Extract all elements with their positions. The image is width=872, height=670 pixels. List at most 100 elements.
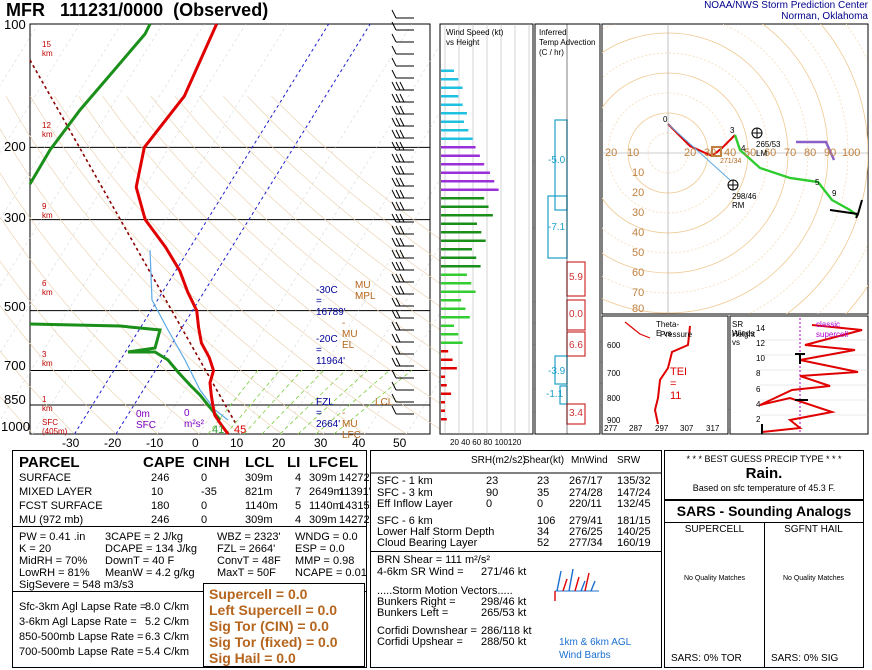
- tt-m10: -10: [146, 436, 164, 450]
- wind-speed-bar: [441, 214, 493, 217]
- barb-flag: [395, 297, 401, 307]
- parcel-cell: 11391': [339, 486, 371, 498]
- barb-flag: [391, 9, 397, 19]
- barb-flag: [399, 153, 405, 163]
- barb-flag: [395, 225, 401, 235]
- corfidi-up-value: 288/50 kt: [481, 636, 527, 648]
- isotherm-m20: [115, 23, 371, 435]
- barb-flag: [395, 189, 401, 199]
- h-sfc: SFC (405m): [42, 418, 68, 436]
- isotherm-m30: [74, 23, 330, 435]
- barb-flag: [395, 141, 401, 151]
- kin-cell: 274/28: [569, 487, 603, 499]
- wind-barb: [391, 213, 414, 223]
- kin-cell: 181/15: [617, 515, 651, 527]
- hodo-x-r100: 100: [842, 147, 861, 159]
- barb-flag: [391, 57, 397, 67]
- thermo-value: MMP = 0.98: [295, 555, 355, 567]
- srw-frame: [729, 315, 869, 435]
- barb-flag: [395, 105, 401, 115]
- isotherm: [0, 23, 122, 220]
- severe-index: Sig Tor (CIN) = 0.0: [209, 618, 329, 634]
- kin-cell: 34: [537, 526, 550, 538]
- isotherm: [157, 23, 412, 435]
- bunkers-left-label: Bunkers Left =: [377, 607, 449, 619]
- barb-flag: [395, 273, 401, 283]
- agency-line1: NOAA/NWS Storm Prediction Center: [704, 0, 868, 11]
- hodo-x-r30: 30: [704, 147, 717, 159]
- kin-cell: 23: [486, 475, 499, 487]
- thermo-value: WBZ = 2323': [217, 531, 281, 543]
- parcel-cell: FCST SURFACE: [19, 500, 103, 512]
- kin-cell: 220/11: [569, 498, 602, 510]
- barb-flag: [399, 141, 405, 151]
- tt-m20: -20: [104, 436, 122, 450]
- lapse-value: 5.4 C/km: [145, 646, 190, 658]
- ws-ticks: 20 40 60 80 100120: [450, 438, 521, 447]
- barb-flag: [391, 93, 397, 103]
- ta-v3: 0.0: [569, 309, 583, 320]
- parcel-cell: 246: [151, 472, 170, 484]
- precip-panel: * * * BEST GUESS PRECIP TYPE * * * Rain.…: [664, 450, 864, 500]
- temperature-line: [134, 23, 230, 435]
- barb-flag: [395, 249, 401, 259]
- kin-cell: 106: [537, 515, 556, 527]
- barb-flag: [391, 213, 397, 223]
- wind-barb: [391, 393, 414, 403]
- barb-flag: [395, 321, 401, 331]
- theta-t-307: 307: [680, 424, 694, 433]
- thermo-value: FZL = 2664': [217, 543, 276, 555]
- thermo-value: MeanW = 4.2 g/kg: [105, 567, 195, 579]
- kin-cell: 0: [486, 498, 493, 510]
- mini-barb: [580, 580, 586, 592]
- thermo-value: WNDG = 0.0: [295, 531, 358, 543]
- wind-barb: [391, 93, 414, 103]
- kin-header: SRH(m2/s2): [471, 455, 527, 466]
- barb-flag: [391, 225, 397, 235]
- lapse-label: 3-6km Agl Lapse Rate =: [19, 616, 137, 628]
- ta-v0: -5.0: [548, 155, 566, 166]
- kin-cell: SFC - 6 km: [377, 515, 433, 527]
- wind-speed-bar: [441, 205, 489, 208]
- ph-cape: CAPE: [143, 454, 185, 471]
- hodo-x-10l: 10: [627, 147, 640, 159]
- wind-speed-bar: [441, 256, 477, 259]
- barb-flag: [391, 285, 397, 295]
- precip-basis: Based on sfc temperature of 45.3 F.: [692, 483, 836, 493]
- kin-cell: Eff Inflow Layer: [377, 498, 453, 510]
- theta-t-277: 277: [604, 424, 618, 433]
- precip-value: Rain.: [745, 465, 783, 482]
- wind-speed-bar: [441, 103, 463, 106]
- agency-line2: Norman, Oklahoma: [781, 11, 868, 22]
- sars-col1: SUPERCELL: [684, 524, 745, 535]
- wind-speed-bar: [441, 137, 473, 140]
- ta-title1: Inferred: [539, 28, 567, 37]
- corfidi-down-value: 286/118 kt: [481, 625, 532, 637]
- kin-cell: 135/32: [617, 475, 651, 487]
- wind-barbs: [391, 9, 414, 415]
- parcel-cell: 4: [295, 472, 302, 484]
- dry-adiabat: [78, 96, 449, 435]
- wind-speed-bar: [441, 180, 495, 183]
- ph-lcl: LCL: [245, 454, 275, 471]
- thermo-value: MaxT = 50F: [217, 567, 276, 579]
- barb-flag: [395, 81, 401, 91]
- barb-flag: [391, 69, 397, 79]
- barb-flag: [391, 333, 397, 343]
- hodo-y-30: 30: [632, 207, 645, 219]
- temp-adv-boxes: [547, 24, 586, 434]
- hodo-x-20l: 20: [605, 147, 618, 159]
- barb-flag: [391, 381, 397, 391]
- wind-barb: [391, 237, 414, 247]
- barb-flag: [395, 213, 401, 223]
- p-700: 700: [4, 358, 26, 373]
- barb-flag: [395, 333, 401, 343]
- barb-flag: [399, 201, 405, 211]
- wind-barb: [391, 33, 414, 43]
- kin-cell: 276/25: [569, 526, 603, 538]
- hodo-y-20: 20: [632, 187, 645, 199]
- wind-barb: [391, 381, 414, 391]
- kin-cell: 279/41: [569, 515, 603, 527]
- wind-speed-bar: [441, 350, 449, 353]
- barb-flag: [399, 129, 405, 139]
